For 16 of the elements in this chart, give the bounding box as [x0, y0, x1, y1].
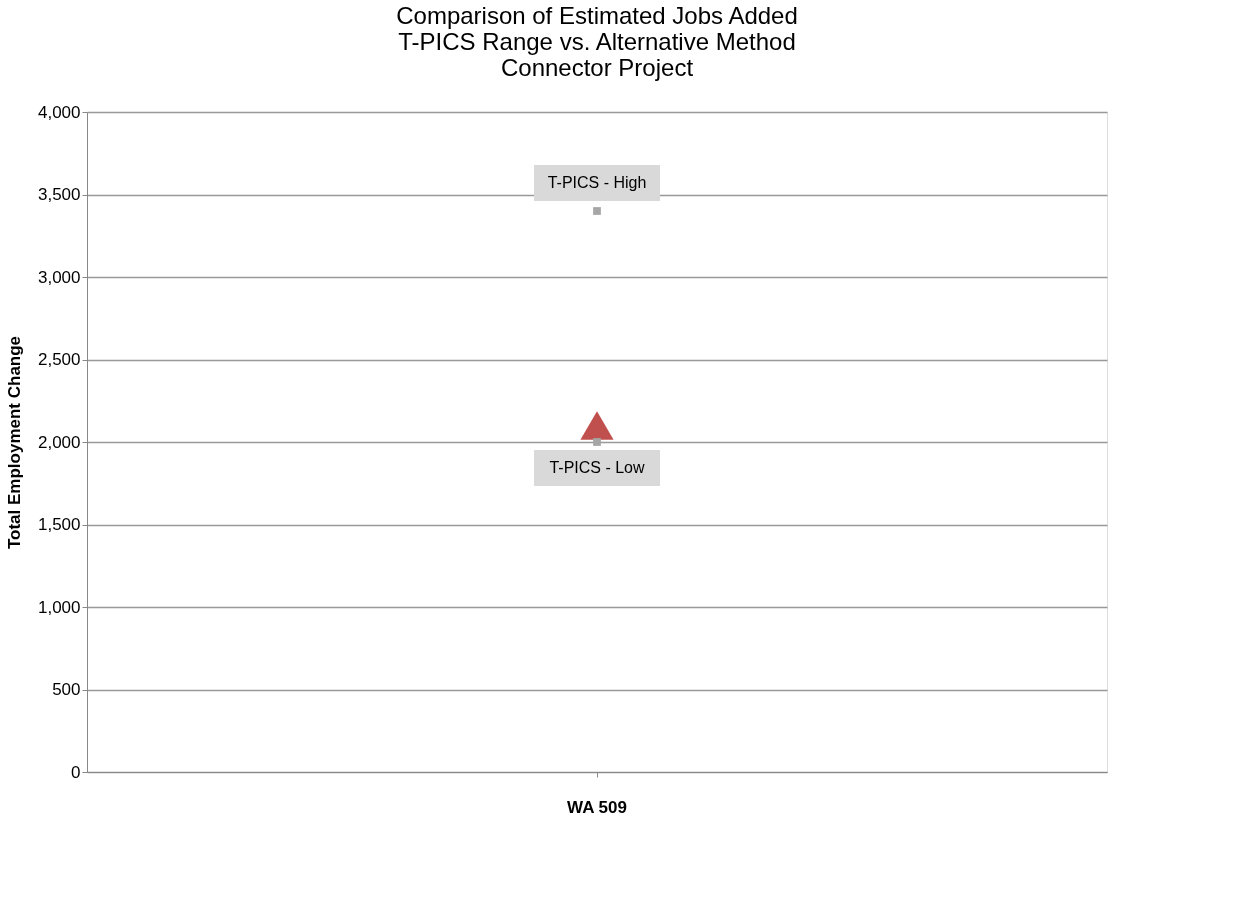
- series-label: T-PICS - Low: [549, 459, 646, 476]
- y-tick-label: 1,000: [37, 597, 81, 617]
- y-tick-label: 3,000: [37, 267, 81, 287]
- y-tick-label: 2,500: [37, 350, 81, 369]
- series-label: T-PICS - High: [547, 174, 647, 191]
- y-axis-title: Total Employment Change: [4, 335, 24, 550]
- text: Connector Project: [500, 54, 694, 81]
- y-tick-label: 500: [52, 680, 81, 699]
- text: Comparison of Estimated Jobs Added: [396, 2, 798, 29]
- y-tick-label: 3,500: [37, 185, 81, 204]
- text: T-PICS Range vs. Alternative Method: [398, 28, 796, 55]
- y-tick-label: 2,000: [37, 432, 81, 452]
- y-tick-label: 4,000: [37, 102, 81, 122]
- y-tick-label: 0: [71, 762, 81, 782]
- y-tick-label: 1,500: [37, 515, 81, 534]
- x-tick-label: WA 509: [567, 797, 627, 817]
